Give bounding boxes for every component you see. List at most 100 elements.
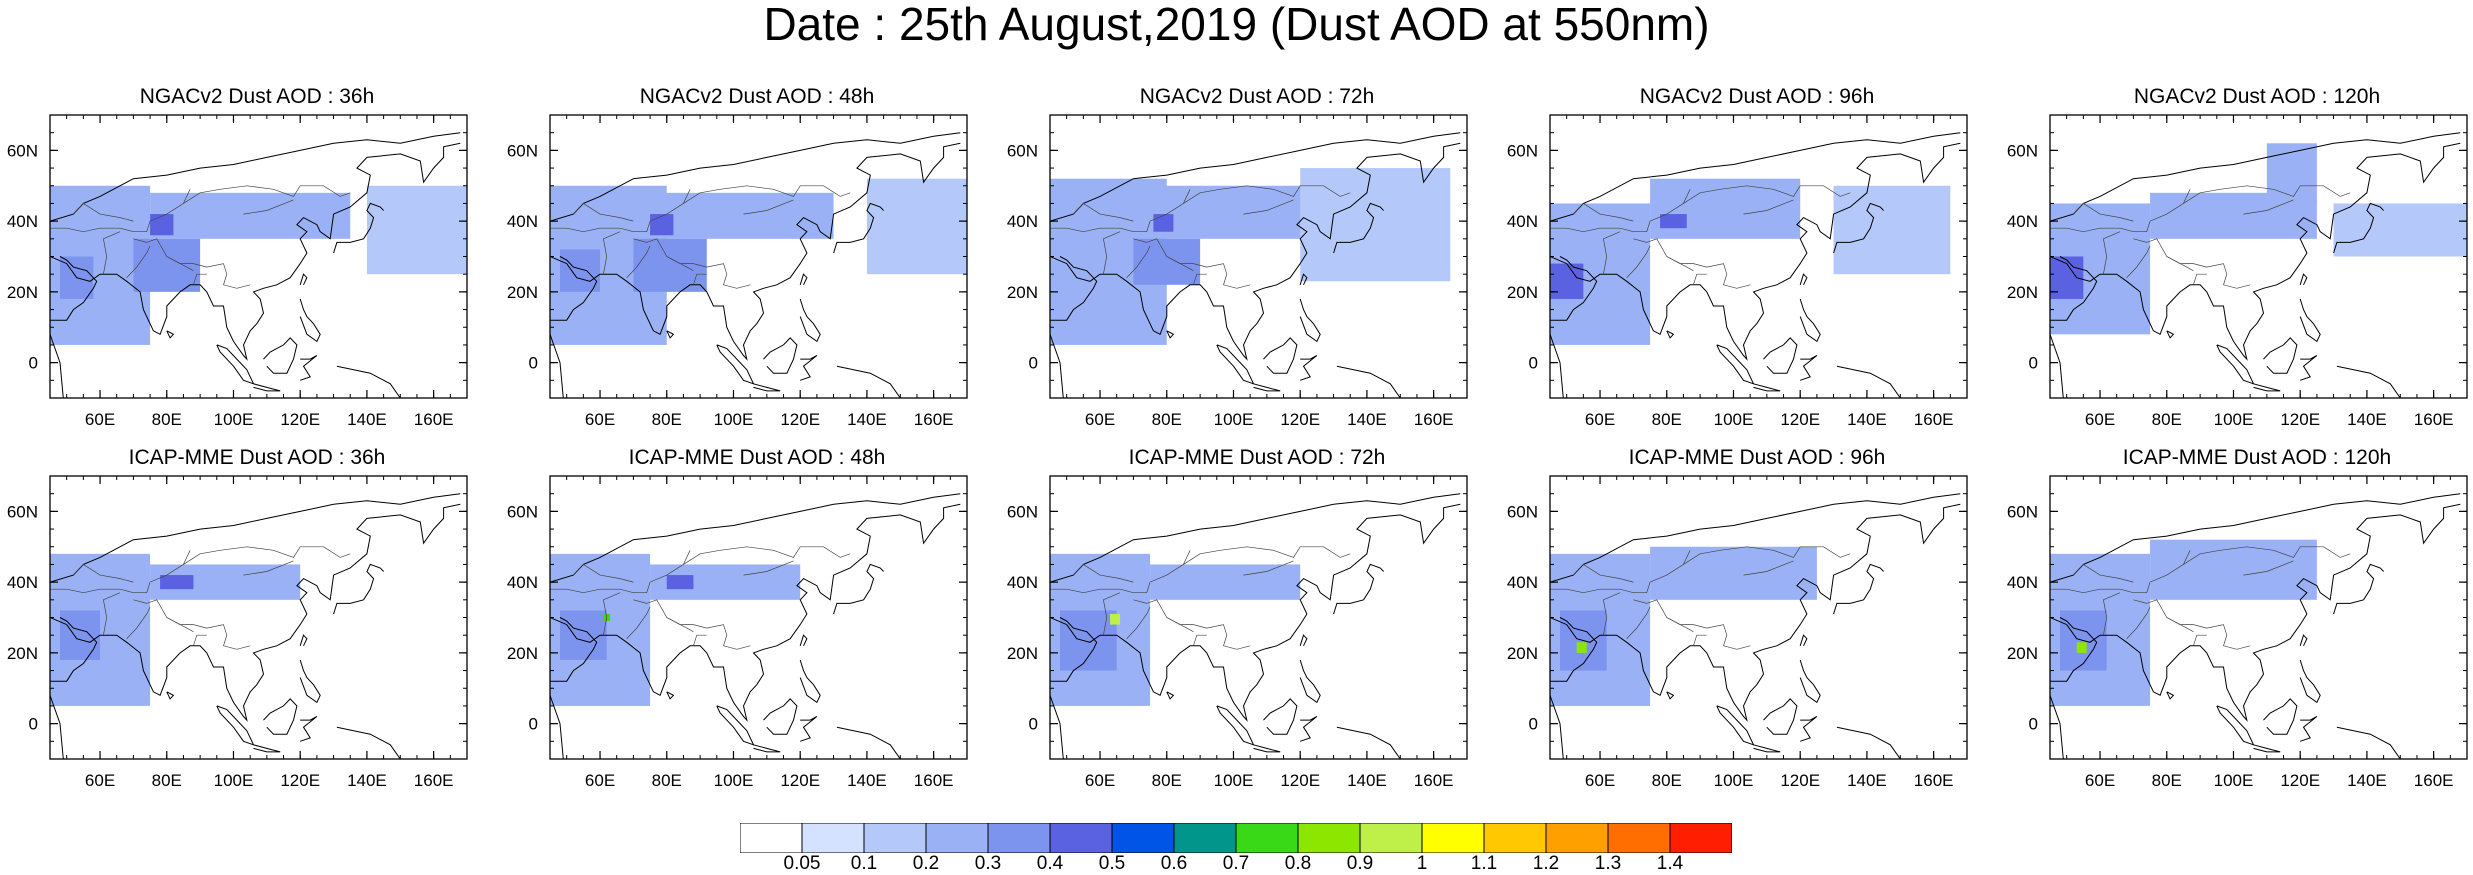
coastline xyxy=(550,503,961,722)
colorbar-label: 0.05 xyxy=(783,853,821,874)
lon-tick-label: 140E xyxy=(2347,771,2387,790)
lat-tick-label: 20N xyxy=(2007,283,2038,302)
lat-tick-label: 20N xyxy=(7,283,38,302)
coastline xyxy=(1050,132,1461,222)
aod-region xyxy=(1300,168,1451,282)
coastline xyxy=(1550,617,1598,682)
lat-tick-label: 60N xyxy=(1007,141,1038,160)
lon-tick-label: 120E xyxy=(780,771,820,790)
dust-aod-map: 60E 80E 100E 120E 140E 160E 60N 40N 20N 0 xyxy=(507,475,968,790)
coastline xyxy=(1550,493,1961,583)
country-border xyxy=(243,560,294,576)
country-border xyxy=(2100,546,2351,594)
coastline xyxy=(253,383,281,392)
country-border xyxy=(133,238,251,289)
lon-tick-label: 120E xyxy=(280,410,320,429)
coastline xyxy=(1836,365,1901,398)
coastline xyxy=(799,634,808,647)
coastline xyxy=(1299,273,1308,286)
country-border xyxy=(193,273,207,285)
map-panel: ICAP-MME Dust AOD : 120h 60E 80E 100E 120E 14… xyxy=(2000,446,2468,790)
lon-tick-label: 160E xyxy=(1414,410,1454,429)
panel-title: ICAP-MME Dust AOD : 72h xyxy=(1128,446,1386,469)
lat-tick-label: 60N xyxy=(7,502,38,521)
coastline xyxy=(2299,298,2321,343)
country-border xyxy=(1050,227,1101,233)
country-border xyxy=(1166,617,1194,633)
lat-tick-label: 0 xyxy=(1029,354,1038,373)
country-border xyxy=(603,231,621,275)
country-border xyxy=(2126,606,2151,639)
country-border xyxy=(603,592,621,636)
lon-tick-label: 140E xyxy=(347,410,387,429)
lat-tick-label: 60N xyxy=(507,141,538,160)
lat-tick-label: 0 xyxy=(529,715,538,734)
coastline xyxy=(763,698,798,735)
coastline xyxy=(550,493,961,583)
map-panel: NGACv2 Dust AOD : 36h 60E 80E 100E 120E 140E 1… xyxy=(0,85,468,429)
coastline xyxy=(1263,337,1298,374)
country-border xyxy=(2193,634,2207,646)
lon-tick-label: 60E xyxy=(85,771,115,790)
coastline xyxy=(666,691,675,700)
country-border xyxy=(1666,617,1694,633)
map-panel: ICAP-MME Dust AOD : 48h 60E 80E 100E 120E 140… xyxy=(500,446,968,790)
lat-tick-label: 40N xyxy=(2007,573,2038,592)
panel-title: NGACv2 Dust AOD : 72h xyxy=(1139,85,1375,108)
coastline xyxy=(1263,698,1298,735)
country-border xyxy=(100,185,351,233)
coastline xyxy=(1050,142,1461,361)
country-border xyxy=(1103,592,1121,636)
coastline xyxy=(2050,695,2064,759)
colorbar-swatch xyxy=(1111,822,1175,854)
lat-tick-label: 0 xyxy=(29,715,38,734)
lon-tick-label: 80E xyxy=(1652,410,1682,429)
aod-region xyxy=(2076,642,2087,653)
lon-tick-label: 60E xyxy=(2085,771,2115,790)
coastline xyxy=(1333,202,1384,254)
country-border xyxy=(133,599,251,650)
country-border xyxy=(73,202,134,222)
aod-region xyxy=(666,575,694,590)
country-border xyxy=(183,189,191,204)
lat-tick-label: 40N xyxy=(1507,212,1538,231)
lon-tick-label: 80E xyxy=(1152,410,1182,429)
coastline xyxy=(1800,716,1818,742)
lon-tick-label: 100E xyxy=(214,410,254,429)
aod-region xyxy=(2266,143,2317,204)
coastline xyxy=(2253,383,2281,392)
colorbar-swatch xyxy=(987,822,1051,854)
aod-region xyxy=(1133,238,1201,285)
lon-tick-label: 100E xyxy=(714,410,754,429)
lat-tick-label: 40N xyxy=(1007,212,1038,231)
lon-tick-label: 60E xyxy=(85,410,115,429)
colorbar-label: 1.4 xyxy=(1656,853,1684,874)
lat-tick-label: 20N xyxy=(1007,644,1038,663)
map-panel: NGACv2 Dust AOD : 96h 60E 80E 100E 120E 140E 1… xyxy=(1500,85,1968,429)
coastline xyxy=(1799,659,1821,704)
coastline xyxy=(1050,617,1098,682)
country-border xyxy=(2193,273,2207,285)
coastline xyxy=(1550,142,1961,361)
colorbar-labels: 0.05 0.1 0.2 0.3 0.4 0.5 0.6 0.7 0.8 0.9 1 1.1 1.2 1.… xyxy=(700,853,1780,875)
coastline xyxy=(1050,695,1064,759)
dust-aod-map: 60E 80E 100E 120E 140E 160E 60N 40N 20N 0 xyxy=(1007,475,1468,790)
coastline xyxy=(550,617,598,682)
country-border xyxy=(1743,560,1794,576)
coastline xyxy=(1050,256,1098,321)
coastline xyxy=(299,634,308,647)
colorbar-label: 1.1 xyxy=(1470,853,1498,874)
country-border xyxy=(626,245,651,278)
lon-tick-label: 160E xyxy=(1414,771,1454,790)
coastline xyxy=(550,132,961,222)
lon-tick-label: 80E xyxy=(2152,410,2182,429)
country-border xyxy=(1573,563,1634,583)
country-border xyxy=(693,634,707,646)
country-border xyxy=(693,273,707,285)
colorbar-label: 0.3 xyxy=(974,853,1002,874)
country-border xyxy=(1103,231,1121,275)
country-border xyxy=(2133,238,2251,289)
coastline xyxy=(1336,726,1401,759)
country-border xyxy=(1743,199,1794,215)
country-border xyxy=(666,617,694,633)
